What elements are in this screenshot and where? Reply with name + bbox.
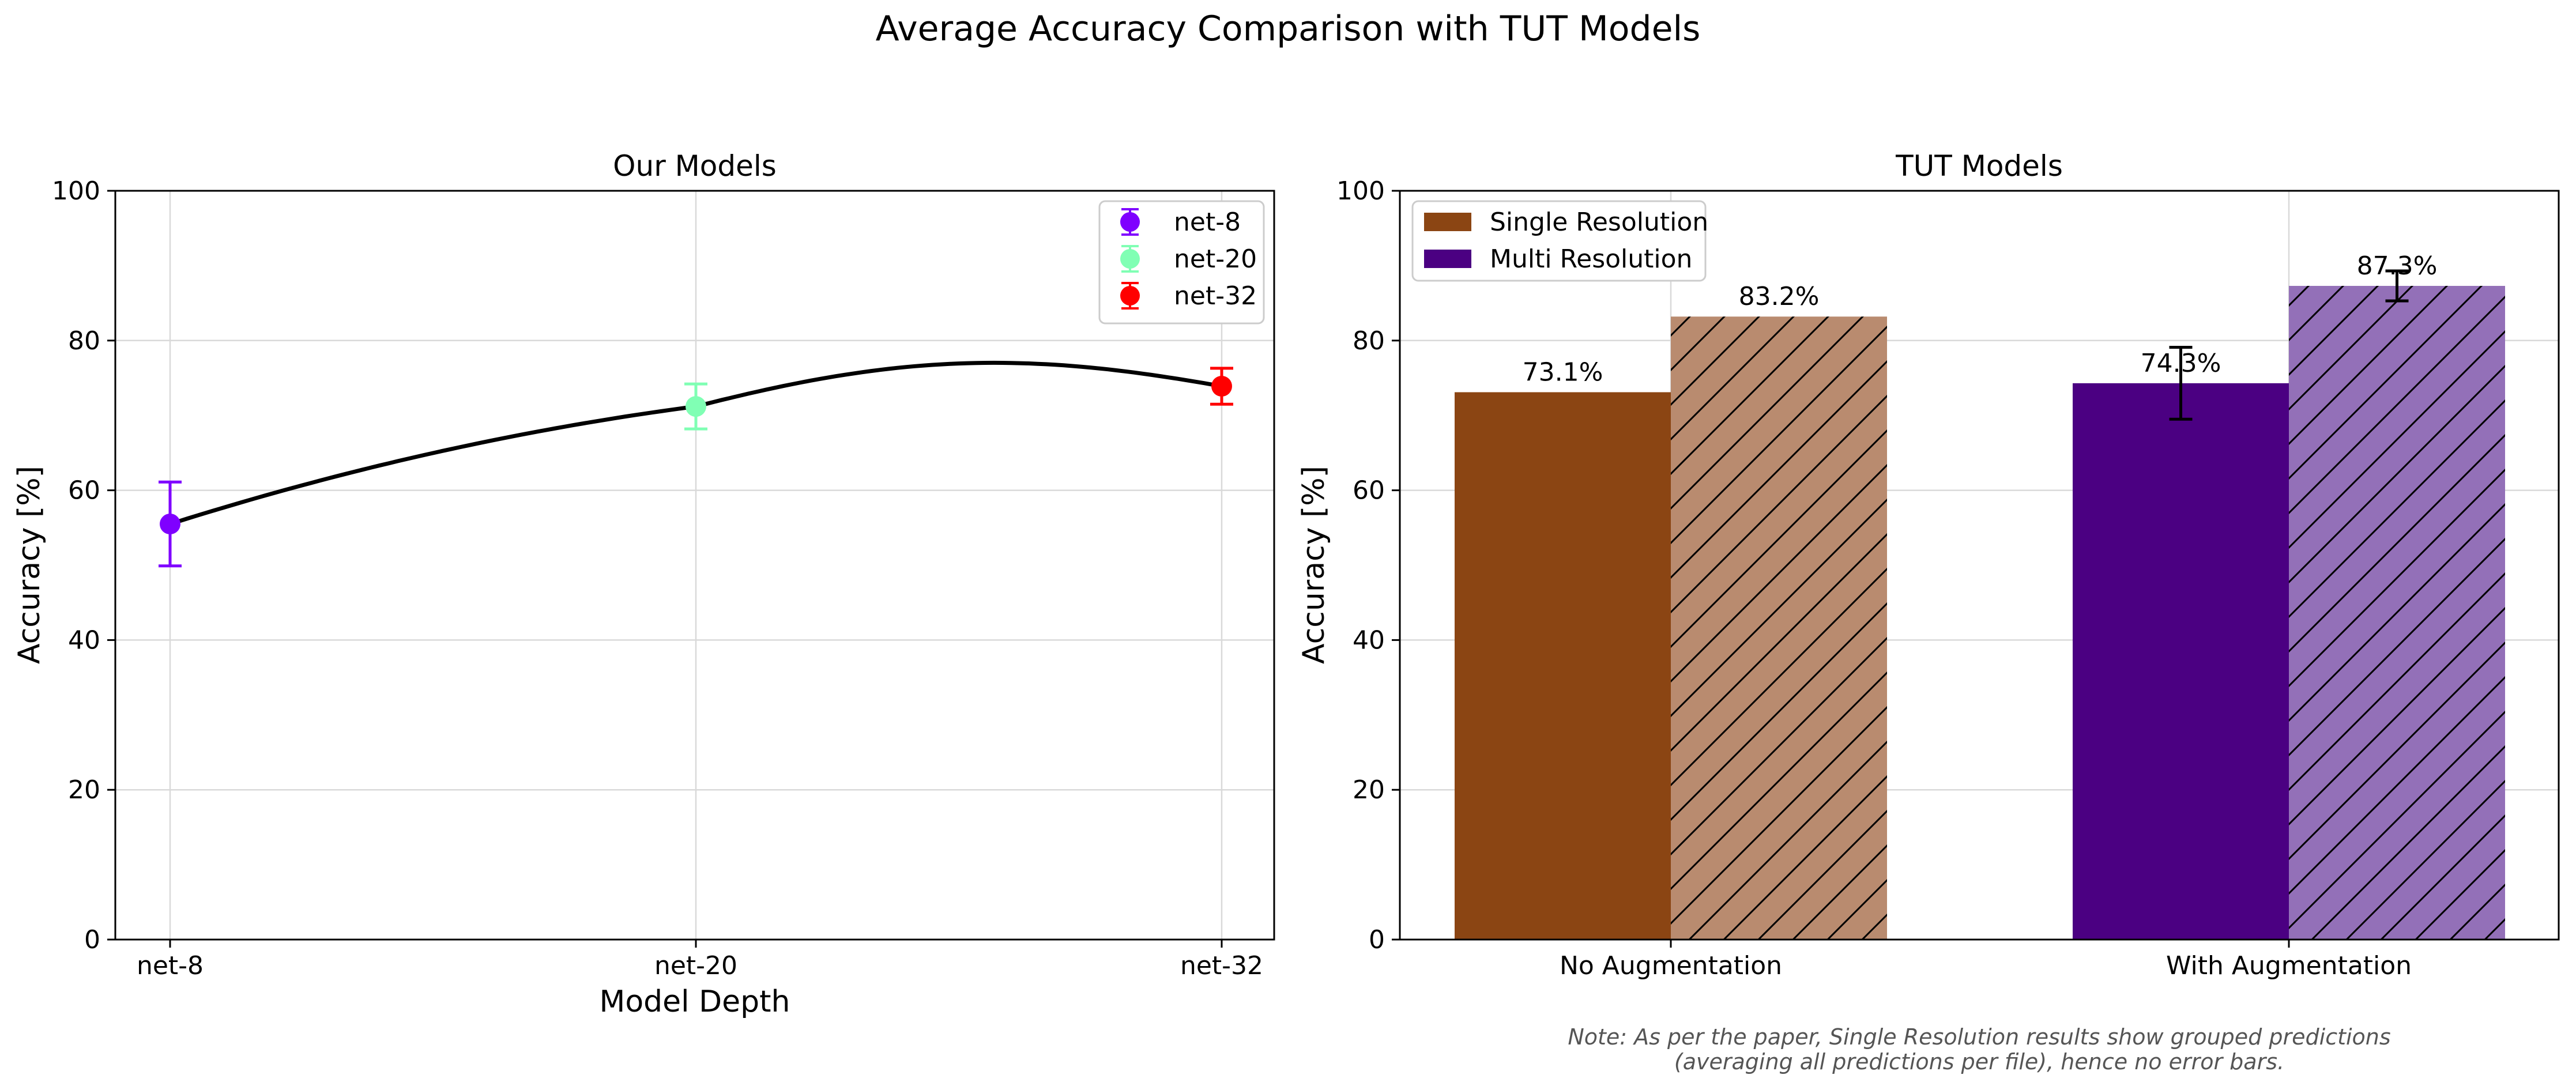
legend-swatch [1424,213,1471,231]
data-point-net-20 [684,382,707,431]
legend-label: Single Resolution [1490,208,1708,237]
legend-label: net-32 [1174,281,1257,311]
left-x-tick-label: net-32 [1180,951,1263,980]
data-point-net-8 [159,480,182,568]
right-title: TUT Models [1895,149,2063,183]
legend-swatch [1424,250,1471,268]
marker [1211,376,1232,397]
legend-marker [1120,286,1140,305]
left-axes-frame [114,190,1275,941]
left-y-axis-label: Accuracy [%] [12,466,47,664]
footnote-line-1: Note: As per the paper, Single Resolutio… [1568,1024,2390,1050]
bar-with-augmentation-single: 74.3% [2073,345,2289,940]
right-y-tick-label: 60 [1353,476,1385,506]
left-x-tick-label: net-20 [654,951,737,980]
right-y-tick-label: 80 [1353,326,1385,356]
right-y-tick-label: 100 [1336,176,1385,206]
tut-models-panel: 73.1% 83.2% 74.3%87.3% 0 20 40 60 80 100 No Aug… [1297,149,2560,980]
legend-marker [1120,212,1140,232]
left-y-tick-label: 40 [68,625,100,655]
bar-no-augmentation-multi: 83.2% [1671,282,1887,940]
bar-value-label: 83.2% [1739,282,1820,311]
legend-entry-net-8: net-8 [1120,208,1241,237]
bar-fill [2073,383,2289,940]
marker [160,514,180,535]
left-y-tick-label: 20 [68,775,100,805]
bar-with-augmentation-multi: 87.3% [2289,251,2505,940]
legend-entry-multi-resolution: Multi Resolution [1424,244,1692,274]
right-legend: Single Resolution Multi Resolution [1411,200,1708,282]
legend-marker [1120,249,1140,269]
legend-label: net-20 [1174,244,1257,274]
left-title: Our Models [613,149,777,183]
legend-entry-single-resolution: Single Resolution [1424,208,1708,237]
bar-hatch [1671,316,1887,940]
left-x-axis-label: Model Depth [599,985,790,1019]
right-axes-frame [1399,190,2560,941]
bar-fill [1455,392,1671,940]
bar-no-augmentation-single: 73.1% [1455,357,1671,940]
figure-title: Average Accuracy Comparison with TUT Mod… [876,9,1701,49]
bar-hatch [2289,285,2505,940]
right-y-tick-label: 40 [1353,625,1385,655]
right-y-axis-label: Accuracy [%] [1297,466,1331,664]
left-y-tick-label: 100 [52,176,100,206]
left-x-tick-label: net-8 [137,951,204,980]
data-point-net-32 [1210,367,1233,406]
marker [686,396,706,417]
legend-entry-net-20: net-20 [1120,244,1257,274]
right-y-tick-label: 20 [1353,775,1385,805]
bar-value-label: 73.1% [1523,357,1603,387]
left-y-tick-label: 0 [84,925,100,955]
left-legend: net-8 net-20 net-32 [1098,200,1265,325]
right-x-tick-label: No Augmentation [1560,951,1782,980]
legend-label: net-8 [1174,208,1241,237]
left-y-tick-label: 60 [68,476,100,506]
legend-entry-net-32: net-32 [1120,281,1257,311]
legend-label: Multi Resolution [1490,244,1692,274]
left-y-tick-label: 80 [68,326,100,356]
right-y-tick-label: 0 [1369,925,1385,955]
footnote-line-2: (averaging all predictions per file), he… [1674,1049,2284,1074]
right-x-tick-label: With Augmentation [2166,951,2412,980]
our-models-panel: 0 20 40 60 80 100 net-8 net-20 net-32 Our Model… [12,149,1275,1019]
